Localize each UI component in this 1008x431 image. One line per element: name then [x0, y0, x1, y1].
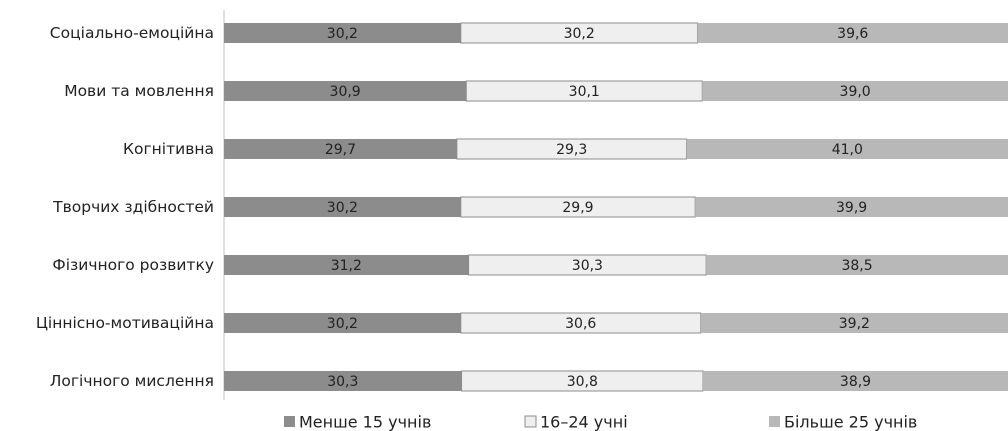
data-label: 30,6: [565, 316, 596, 332]
bar-segment: [224, 371, 462, 391]
category-label: Логічного мислення: [50, 372, 214, 390]
legend-label: Більше 25 учнів: [784, 413, 917, 431]
category-label: Когнітивна: [123, 140, 214, 158]
bar-segment: [224, 197, 461, 217]
data-label: 30,2: [327, 26, 358, 42]
legend-swatch: [284, 416, 295, 427]
data-label: 30,2: [327, 316, 358, 332]
bar-segment: [224, 139, 457, 159]
data-label: 39,2: [839, 316, 870, 332]
category-label: Фізичного розвитку: [52, 256, 214, 274]
bar-segment: [224, 81, 467, 101]
data-label: 29,3: [556, 142, 587, 158]
legend-swatch: [524, 415, 537, 428]
data-label: 30,3: [327, 374, 358, 390]
bar-segment: [700, 313, 1008, 333]
bar-segment: [224, 23, 461, 43]
legend-swatch: [769, 416, 780, 427]
category-label: Соціально-емоційна: [50, 24, 214, 42]
bar-segment: [702, 81, 1008, 101]
data-label: 30,1: [569, 84, 600, 100]
data-label: 30,3: [572, 258, 603, 274]
category-label: Ціннісно-мотиваційна: [36, 314, 214, 332]
data-label: 30,2: [564, 26, 595, 42]
data-label: 39,6: [837, 26, 868, 42]
data-label: 30,9: [330, 84, 361, 100]
data-label: 38,5: [841, 258, 872, 274]
bar-segment: [706, 255, 1008, 275]
bar-segment: [224, 313, 461, 333]
data-label: 29,7: [325, 142, 356, 158]
category-label: Творчих здібностей: [52, 198, 214, 216]
bar-segments: [224, 22, 1008, 392]
legend-label: 16–24 учні: [540, 413, 628, 431]
bar-segment: [224, 255, 469, 275]
data-label: 31,2: [331, 258, 362, 274]
legend: Менше 15 учнів 16–24 учні Більше 25 учнів: [284, 413, 917, 431]
value-labels: 30,2 30,2 39,6 30,9 30,1 39,0 29,7 29,3 41,0 30,2…: [325, 26, 873, 390]
bar-segment: [686, 139, 1008, 159]
category-labels: Соціально-емоційна Мови та мовлення Когніт…: [36, 24, 214, 390]
data-label: 39,9: [836, 200, 867, 216]
category-label: Мови та мовлення: [64, 82, 214, 100]
data-label: 29,9: [562, 200, 593, 216]
bar-segment: [697, 23, 1008, 43]
legend-label: Менше 15 учнів: [299, 413, 431, 431]
bar-segment: [703, 371, 1008, 391]
data-label: 38,9: [840, 374, 871, 390]
bar-segment: [695, 197, 1008, 217]
data-label: 41,0: [832, 142, 863, 158]
data-label: 30,2: [327, 200, 358, 216]
data-label: 39,0: [840, 84, 871, 100]
data-label: 30,8: [567, 374, 598, 390]
